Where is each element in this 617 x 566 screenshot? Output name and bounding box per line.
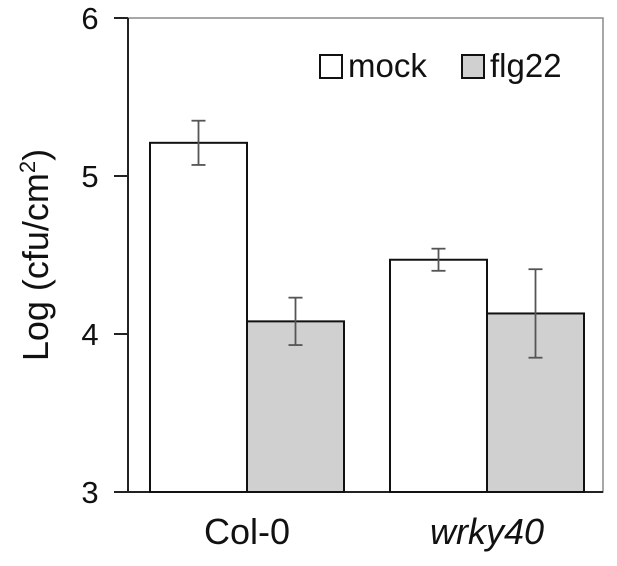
y-tick-label: 4 bbox=[81, 317, 98, 352]
legend-label-flg22: flg22 bbox=[490, 47, 562, 84]
y-axis-title: Log (cfu/cm2) bbox=[15, 149, 56, 361]
y-tick-label: 3 bbox=[81, 475, 98, 510]
x-tick-label: wrky40 bbox=[430, 511, 544, 552]
legend-swatch-flg22 bbox=[461, 54, 485, 79]
legend-label-mock: mock bbox=[348, 47, 427, 84]
bar-flg22-0 bbox=[246, 320, 345, 493]
bar-mock-0 bbox=[149, 141, 248, 493]
bar-mock-1 bbox=[389, 258, 488, 493]
y-tick-label: 5 bbox=[81, 159, 98, 194]
x-tick-label: Col-0 bbox=[204, 511, 290, 552]
y-tick-label: 6 bbox=[81, 1, 98, 36]
legend-swatch-mock bbox=[319, 54, 343, 79]
